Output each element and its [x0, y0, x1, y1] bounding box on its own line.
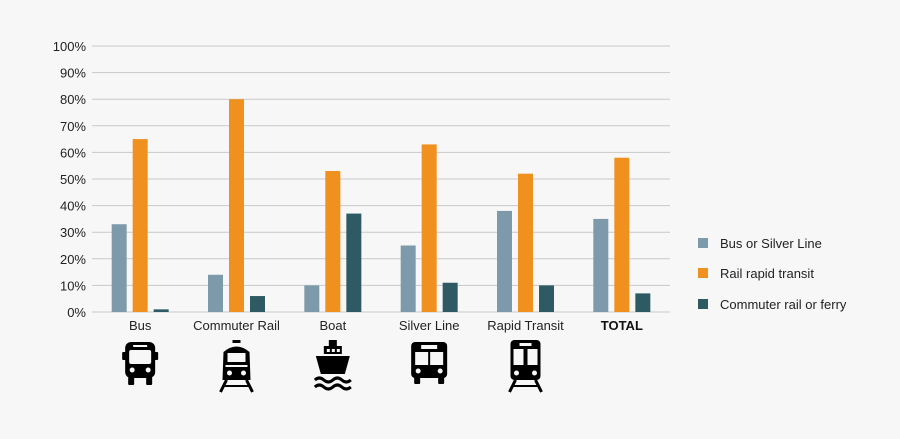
bar-commuter-rail-or-ferry: [346, 213, 362, 312]
bar-rail-rapid-transit: [421, 144, 437, 312]
bar-commuter-rail-or-ferry: [153, 309, 169, 312]
bar-bus-or-silver-line: [304, 285, 320, 312]
y-tick-label: 60%: [60, 145, 86, 160]
gridlines: [92, 45, 670, 313]
bar-rail-rapid-transit: [614, 157, 630, 312]
category-label: Boat: [319, 318, 346, 333]
bar-rail-rapid-transit: [132, 139, 148, 312]
legend-swatch-bus-or-silver-line: [698, 238, 708, 248]
bar-rail-rapid-transit: [518, 173, 533, 312]
commuter-train-icon: [219, 340, 254, 393]
rapid-transit-train-icon: [508, 340, 543, 393]
bar-commuter-rail-or-ferry: [442, 282, 458, 312]
y-tick-label: 80%: [60, 92, 86, 107]
y-tick-label: 30%: [60, 225, 86, 240]
bar-bus-or-silver-line: [111, 224, 127, 312]
category-icons: [122, 340, 543, 393]
silver-line-bus-icon: [411, 342, 448, 384]
legend-label-rail-rapid-transit: Rail rapid transit: [720, 266, 814, 281]
bus-icon: [122, 342, 159, 385]
bar-commuter-rail-or-ferry: [250, 296, 265, 312]
y-tick-label: 90%: [60, 66, 86, 81]
bar-commuter-rail-or-ferry: [539, 285, 554, 312]
bar-rail-rapid-transit: [229, 99, 244, 312]
bar-bus-or-silver-line: [208, 274, 223, 312]
legend: Bus or Silver Line Rail rapid transit Comm…: [698, 236, 847, 312]
y-axis-ticks: 0% 10% 20% 30% 40% 50% 60% 70% 80% 90% 100%: [53, 39, 87, 320]
legend-label-bus-or-silver-line: Bus or Silver Line: [720, 236, 822, 251]
y-tick-label: 50%: [60, 172, 86, 187]
bar-bus-or-silver-line: [400, 245, 416, 312]
category-label: Silver Line: [399, 318, 460, 333]
y-tick-label: 40%: [60, 199, 86, 214]
y-tick-label: 20%: [60, 252, 86, 267]
category-label: TOTAL: [601, 318, 643, 333]
bar-bus-or-silver-line: [593, 218, 609, 312]
y-tick-label: 10%: [60, 278, 86, 293]
legend-label-commuter-rail-or-ferry: Commuter rail or ferry: [720, 297, 847, 312]
category-label: Commuter Rail: [193, 318, 280, 333]
bar-rail-rapid-transit: [325, 171, 341, 312]
category-label: Rapid Transit: [487, 318, 564, 333]
y-tick-label: 70%: [60, 119, 86, 134]
y-tick-label: 100%: [53, 39, 87, 54]
bar-commuter-rail-or-ferry: [635, 293, 651, 312]
bars: [111, 99, 651, 312]
boat-icon: [313, 340, 352, 391]
category-labels: Bus Commuter Rail Boat Silver Line Rapid Tra…: [129, 318, 643, 333]
legend-swatch-rail-rapid-transit: [698, 268, 708, 278]
legend-swatch-commuter-rail-or-ferry: [698, 299, 708, 309]
bar-bus-or-silver-line: [497, 210, 512, 312]
y-tick-label: 0%: [67, 305, 86, 320]
category-label: Bus: [129, 318, 152, 333]
